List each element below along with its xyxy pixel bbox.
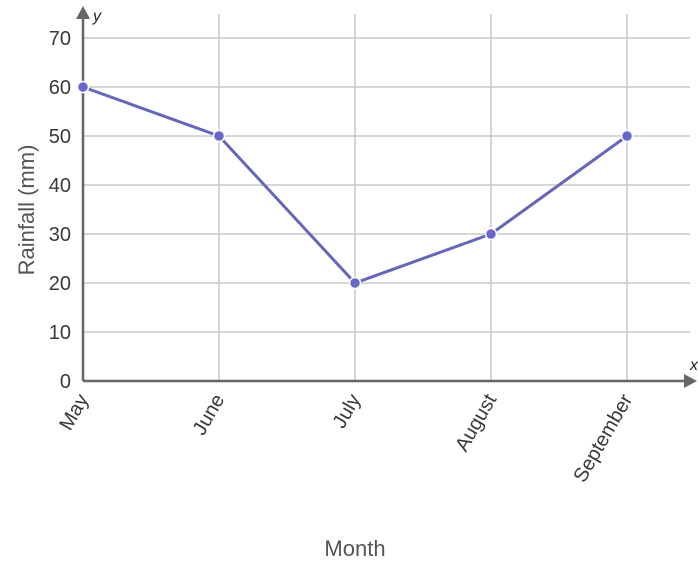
y-tick-label: 0	[60, 371, 71, 393]
tick-labels: 0 10 20 30 40 50 60 70 May June July August Septembe…	[49, 28, 638, 486]
x-tick-label: July	[328, 391, 365, 433]
y-axis-arrow	[76, 6, 90, 19]
y-tick-label: 10	[49, 322, 71, 344]
data-point	[620, 129, 634, 143]
axes	[76, 6, 697, 388]
y-tick-label: 20	[49, 273, 71, 295]
series	[76, 80, 634, 290]
x-tick-label: August	[451, 390, 501, 455]
data-point	[348, 276, 362, 290]
y-tick-label: 40	[49, 175, 71, 197]
data-point	[76, 80, 90, 94]
x-axis-title: Month	[324, 536, 385, 561]
data-point	[484, 227, 498, 241]
x-axis-letter: x	[689, 357, 698, 374]
y-tick-label: 30	[49, 224, 71, 246]
y-tick-label: 70	[49, 28, 71, 50]
grid	[83, 14, 690, 381]
x-axis-arrow	[684, 374, 697, 388]
x-tick-label: September	[569, 390, 637, 486]
y-axis-letter: y	[92, 8, 102, 25]
x-tick-label: June	[189, 391, 230, 440]
x-tick-label: May	[55, 391, 93, 435]
y-axis-title: Rainfall (mm)	[14, 145, 39, 276]
y-tick-label: 50	[49, 126, 71, 148]
data-point	[212, 129, 226, 143]
y-tick-label: 60	[49, 77, 71, 99]
